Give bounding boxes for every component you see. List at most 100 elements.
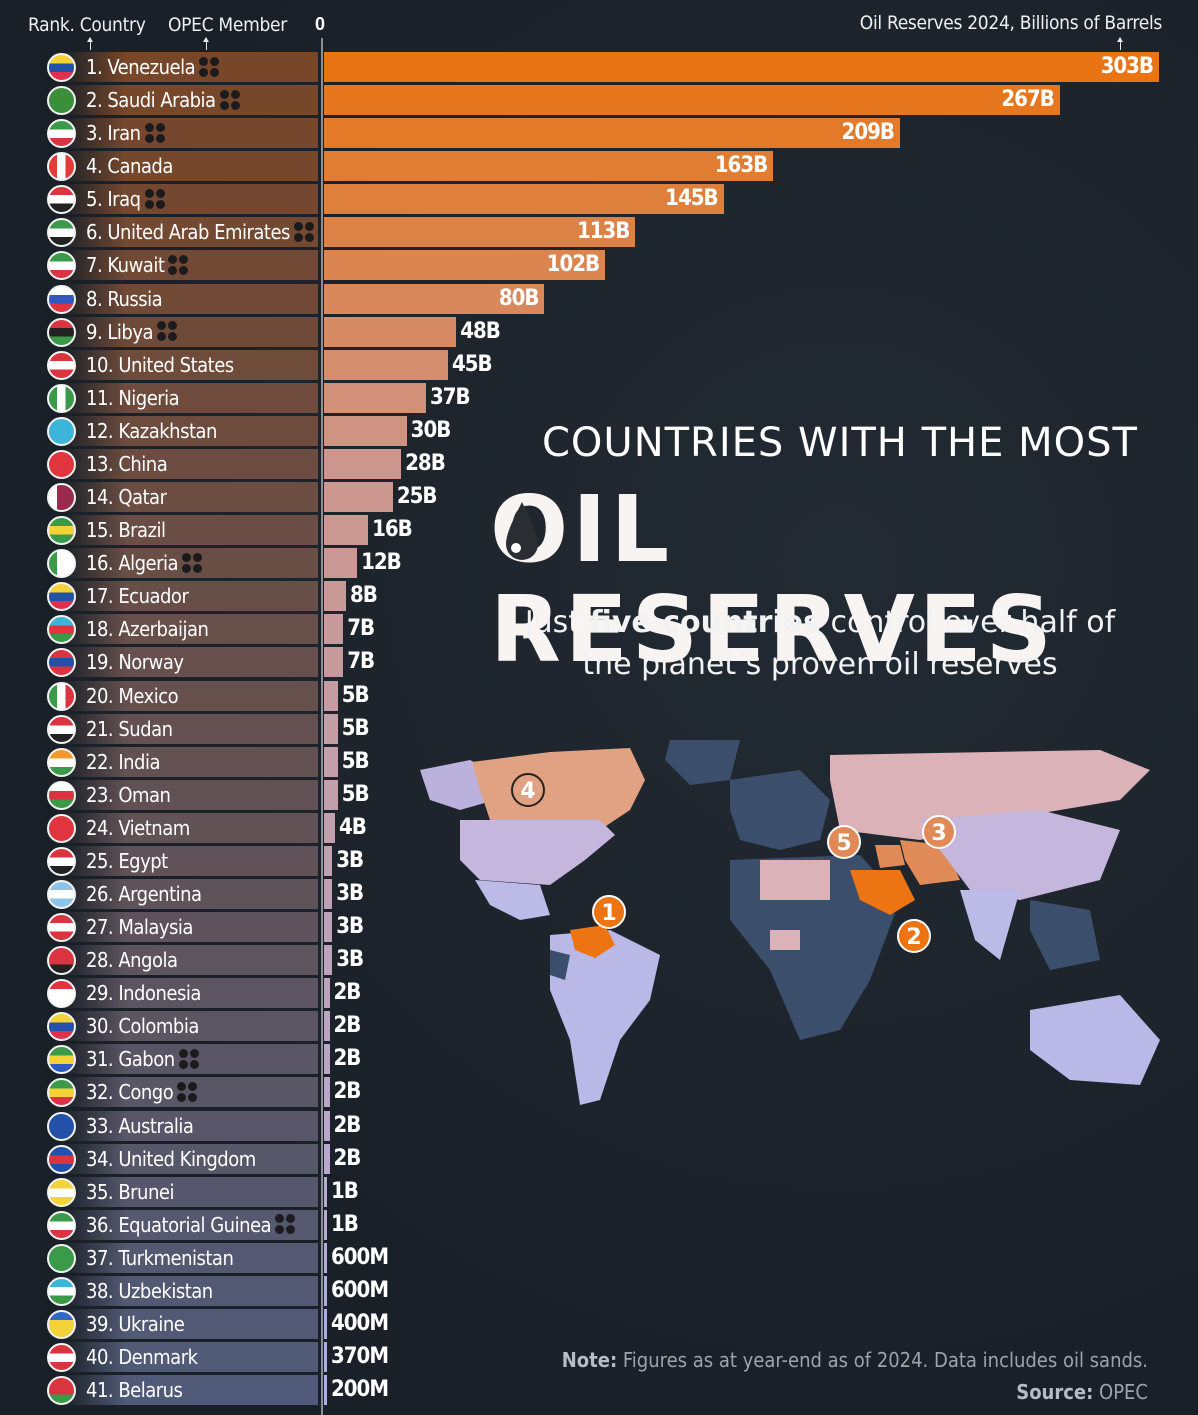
- opec-logo-icon: [144, 122, 165, 143]
- value-label: 2B: [333, 1145, 362, 1171]
- country-label: 15. Brazil: [86, 518, 166, 542]
- table-row: 37. Turkmenistan 600M: [0, 1242, 1198, 1273]
- value-bar: [324, 614, 344, 645]
- source-text: OPEC: [1093, 1380, 1148, 1404]
- label-background: [62, 1110, 318, 1141]
- country-name: 35. Brunei: [86, 1179, 174, 1204]
- value-label: 1B: [331, 1178, 359, 1204]
- map-sa-others: [550, 950, 570, 980]
- label-background: [62, 316, 318, 347]
- map-africa: [730, 855, 900, 1040]
- flag-icon: [47, 516, 76, 546]
- map-canada: [472, 748, 645, 830]
- flag-icon: [47, 317, 76, 347]
- country-name: 13. China: [86, 451, 168, 476]
- country-label: 20. Mexico: [86, 684, 179, 708]
- label-background: [62, 382, 318, 413]
- value-bar: [324, 945, 333, 976]
- flag-icon: [47, 1210, 76, 1240]
- country-label: 12. Kazakhstan: [86, 419, 217, 443]
- value-bar: [324, 151, 774, 182]
- label-background: [62, 250, 318, 281]
- opec-logo-icon: [157, 321, 177, 342]
- value-label: 5B: [341, 748, 370, 774]
- country-name: 19. Norway: [86, 650, 184, 675]
- country-label: 31. Gabon: [86, 1047, 199, 1071]
- label-background: [62, 184, 318, 215]
- value-label: 3B: [336, 847, 364, 873]
- value-bar: [324, 382, 426, 413]
- country-label: 8. Russia: [86, 287, 163, 311]
- value-label: 600M: [331, 1244, 389, 1270]
- value-label: 30B: [410, 417, 452, 443]
- world-map: 4 1 2 3 5: [420, 740, 1160, 1105]
- country-label: 3. Iran: [86, 121, 165, 145]
- value-bar: [324, 515, 369, 546]
- country-label: 25. Egypt: [86, 849, 168, 873]
- flag-icon: [47, 383, 76, 413]
- map-nigeria: [770, 930, 800, 950]
- flag-icon: [47, 152, 76, 182]
- value-label: 12B: [361, 550, 402, 576]
- value-label: 370M: [331, 1344, 389, 1370]
- country-name: 2. Saudi Arabia: [86, 88, 216, 113]
- table-row: 26. Argentina 3B: [0, 879, 1198, 909]
- value-axis-header: Oil Reserves 2024, Billions of Barrels: [859, 12, 1163, 34]
- opec-logo-icon: [177, 1081, 198, 1102]
- country-label: 17. Ecuador: [86, 584, 189, 608]
- table-row: 4. Canada 163B: [0, 151, 1198, 182]
- country-label: 10. United States: [86, 353, 234, 377]
- label-background: [62, 1011, 318, 1042]
- value-label: 267B: [1001, 87, 1054, 113]
- table-row: 5. Iraq 145B: [0, 184, 1198, 215]
- flag-icon: [47, 780, 76, 810]
- svg-text:5: 5: [836, 831, 851, 856]
- country-label: 27. Malaysia: [86, 915, 193, 939]
- flag-icon: [47, 880, 76, 909]
- value-bar: [324, 1011, 330, 1042]
- value-label: 2B: [333, 1112, 362, 1138]
- flag-icon: [47, 1243, 76, 1273]
- value-axis-arrow-icon: [1117, 37, 1123, 50]
- note-line: Note: Figures as at year-end as of 2024.…: [562, 1344, 1148, 1376]
- country-label: 33. Australia: [86, 1113, 194, 1138]
- country-label: 2. Saudi Arabia: [86, 88, 240, 112]
- value-bar: [324, 548, 358, 579]
- flag-icon: [47, 1343, 76, 1373]
- value-bar: [324, 118, 900, 149]
- value-label: 2B: [333, 1013, 362, 1039]
- country-name: 25. Egypt: [86, 848, 168, 873]
- value-bar: [324, 184, 724, 215]
- value-label: 2B: [333, 980, 362, 1006]
- value-label: 2B: [333, 1046, 362, 1072]
- callout-2: 2: [897, 919, 931, 953]
- flag-icon: [47, 251, 76, 281]
- label-background: [62, 482, 318, 513]
- table-row: 33. Australia 2B: [0, 1110, 1198, 1141]
- value-label: 400M: [331, 1311, 389, 1337]
- value-label: 163B: [714, 153, 768, 179]
- flag-icon: [47, 615, 76, 645]
- value-bar: [324, 316, 457, 347]
- value-bar: [324, 1209, 327, 1240]
- flag-icon: [47, 582, 76, 612]
- label-background: [62, 647, 318, 678]
- flag-icon: [47, 284, 76, 314]
- value-label: 3B: [336, 881, 364, 906]
- country-name: 6. United Arab Emirates: [86, 220, 290, 245]
- value-bar: [324, 1375, 327, 1406]
- country-name: 33. Australia: [86, 1113, 194, 1138]
- callout-5: 5: [827, 825, 861, 859]
- flag-icon: [47, 747, 76, 777]
- opec-logo-icon: [168, 254, 189, 275]
- label-background: [62, 1309, 318, 1340]
- country-label: 14. Qatar: [86, 485, 167, 509]
- label-background: [62, 845, 318, 876]
- value-label: 200M: [331, 1377, 389, 1403]
- label-background: [62, 515, 318, 546]
- note-text: Figures as at year-end as of 2024. Data …: [617, 1348, 1148, 1372]
- country-label: 21. Sudan: [86, 717, 173, 741]
- table-row: 23. Oman 5B: [0, 779, 1198, 810]
- table-row: 12. Kazakhstan 30B: [0, 415, 1198, 446]
- country-label: 38. Uzbekistan: [86, 1279, 213, 1303]
